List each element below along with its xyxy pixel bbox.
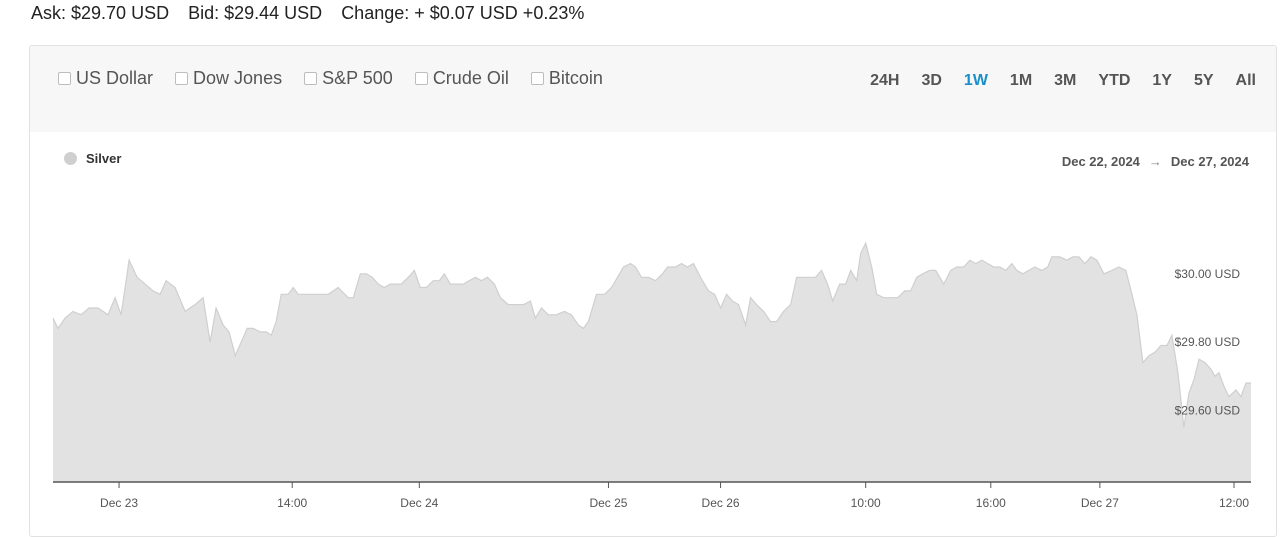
dow-jones-checkbox[interactable] bbox=[175, 72, 189, 85]
compare-dow-jones[interactable]: Dow Jones bbox=[175, 68, 282, 89]
bitcoin-checkbox[interactable] bbox=[530, 72, 544, 85]
us-dollar-label: US Dollar bbox=[76, 68, 154, 88]
legend-dot-icon bbox=[64, 152, 77, 165]
x-tick-label: Dec 25 bbox=[589, 496, 627, 510]
date-range: Dec 22, 2024 → Dec 27, 2024 bbox=[1062, 154, 1249, 169]
legend-label-silver: Silver bbox=[86, 151, 122, 166]
bitcoin-label: Bitcoin bbox=[548, 68, 603, 88]
compare-sp500[interactable]: S&P 500 bbox=[304, 68, 393, 89]
bid-price: Bid: $29.44 USD bbox=[188, 3, 323, 23]
time-range-selector: 24H 3D 1W 1M 3M YTD 1Y 5Y All bbox=[848, 72, 1256, 90]
x-tick-label: Dec 23 bbox=[100, 496, 138, 510]
compare-us-dollar[interactable]: US Dollar bbox=[58, 68, 153, 89]
x-tick-label: Dec 27 bbox=[1081, 496, 1119, 510]
y-tick-label: $29.60 USD bbox=[1175, 403, 1241, 417]
range-3m[interactable]: 3M bbox=[1054, 72, 1077, 89]
arrow-right-icon: → bbox=[1148, 154, 1162, 169]
quote-bar: Ask: $29.70 USD Bid: $29.44 USD Change: … bbox=[31, 3, 598, 24]
range-3d[interactable]: 3D bbox=[921, 72, 942, 89]
date-to: Dec 27, 2024 bbox=[1170, 154, 1249, 169]
range-1y[interactable]: 1Y bbox=[1152, 72, 1172, 89]
compare-bitcoin[interactable]: Bitcoin bbox=[530, 68, 603, 89]
date-from: Dec 22, 2024 bbox=[1061, 154, 1140, 169]
dow-jones-label: Dow Jones bbox=[193, 68, 283, 88]
silver-area bbox=[53, 243, 1251, 482]
crude-oil-label: Crude Oil bbox=[432, 68, 509, 88]
sp500-checkbox[interactable] bbox=[304, 72, 318, 85]
range-1m[interactable]: 1M bbox=[1009, 72, 1033, 89]
y-tick-label: $30.00 USD bbox=[1175, 267, 1241, 281]
crude-oil-checkbox[interactable] bbox=[414, 72, 428, 85]
compare-options: US Dollar Dow Jones S&P 500 Crude Oil Bi… bbox=[58, 68, 625, 89]
x-tick-label: 10:00 bbox=[851, 496, 881, 510]
range-ytd[interactable]: YTD bbox=[1098, 72, 1131, 89]
range-24h[interactable]: 24H bbox=[870, 72, 900, 89]
silver-line bbox=[52, 241, 1251, 428]
us-dollar-checkbox[interactable] bbox=[58, 72, 71, 85]
x-tick-label: Dec 26 bbox=[702, 496, 740, 510]
range-1w[interactable]: 1W bbox=[963, 72, 988, 89]
price-chart[interactable]: Dec 23 14:00 Dec 24 Dec 25 Dec 26 10:00 16:00 D… bbox=[30, 46, 1276, 536]
sp500-label: S&P 500 bbox=[322, 68, 393, 88]
x-tick-label: 12:00 bbox=[1219, 496, 1249, 510]
x-tick-label: 16:00 bbox=[976, 496, 1006, 510]
compare-crude-oil[interactable]: Crude Oil bbox=[414, 68, 509, 89]
x-tick-label: 14:00 bbox=[277, 496, 307, 510]
chart-toolbar: US Dollar Dow Jones S&P 500 Crude Oil Bi… bbox=[30, 46, 1276, 132]
range-all[interactable]: All bbox=[1235, 72, 1256, 89]
ask-price: Ask: $29.70 USD bbox=[31, 3, 170, 23]
chart-legend[interactable]: Silver bbox=[64, 151, 121, 166]
y-tick-label: $29.80 USD bbox=[1175, 335, 1241, 349]
chart-panel: US Dollar Dow Jones S&P 500 Crude Oil Bi… bbox=[29, 45, 1277, 537]
price-change: Change: + $0.07 USD +0.23% bbox=[341, 3, 585, 23]
range-5y[interactable]: 5Y bbox=[1193, 72, 1214, 89]
x-tick-label: Dec 24 bbox=[400, 496, 438, 510]
